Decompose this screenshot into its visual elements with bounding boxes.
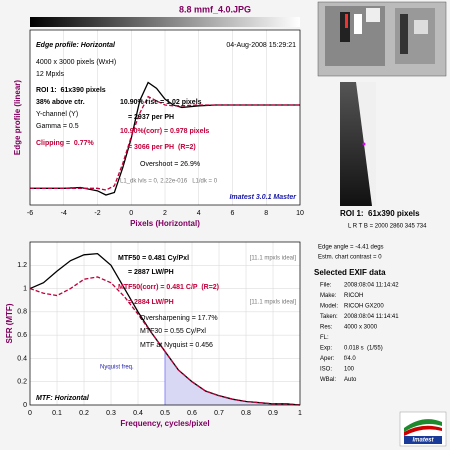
x-tick-label: 0.4 <box>133 410 143 417</box>
chart-contrast: Estm. chart contrast = 0 <box>318 255 382 261</box>
window-title: 8.8 mmf_4.0.JPG <box>179 4 251 14</box>
annotation: 38% above ctr. <box>36 99 85 106</box>
annotation: 10.90%(corr) = 0.978 pixels <box>120 128 209 135</box>
annotation: MTF30 = 0.55 Cy/Pxl <box>140 328 206 335</box>
exif-key: File: <box>320 283 332 289</box>
annotation: Overshoot = 26.9% <box>140 161 200 168</box>
x-tick-label: 6 <box>231 210 235 217</box>
x-tick-label: 0 <box>28 410 32 417</box>
x-tick-label: 0.6 <box>187 410 197 417</box>
x-tick-label: 0.2 <box>79 410 89 417</box>
annotation: Clipping = 0.77% <box>36 140 95 147</box>
series-line <box>29 276 301 406</box>
plot-frame <box>29 241 301 406</box>
x-tick-label: 8 <box>264 210 268 217</box>
roi-label: ROI 1: 61x390 pixels <box>340 209 420 218</box>
annotation: = 2884 LW/PH <box>128 299 174 306</box>
x-axis-label: Frequency, cycles/pixel <box>120 419 209 428</box>
y-tick-label: 0.4 <box>17 355 27 362</box>
annotation: Imatest 3.0.1 Master <box>229 194 297 201</box>
x-tick-label: 0.5 <box>160 410 170 417</box>
exif-key: Make: <box>320 293 337 299</box>
annotation: Oversharpening = 17.7% <box>140 315 218 322</box>
y-tick-label: 0 <box>23 402 27 409</box>
x-tick-label: 1 <box>298 410 302 417</box>
plot-frame <box>29 29 301 206</box>
annotation: 4000 x 3000 pixels (WxH) <box>36 59 116 66</box>
exif-value: RICOH <box>344 293 363 299</box>
x-tick-label: 0.9 <box>268 410 278 417</box>
edge-profile-chart: -6 -4 -2 0 2 4 6 8 10 Edge profile: Horizontal 04-… <box>13 29 304 228</box>
x-tick-label: 0.8 <box>241 410 251 417</box>
exif-key: Exp: <box>320 346 332 352</box>
annotation: MTF: Horizontal <box>36 395 90 402</box>
exif-title: Selected EXIF data <box>314 268 386 277</box>
x-tick-label: 4 <box>197 210 201 217</box>
exif-key: Model: <box>320 304 338 310</box>
exif-value: 100 <box>344 367 355 373</box>
exif-value: Auto <box>344 377 357 383</box>
annotation: MTF at Nyquist = 0.456 <box>140 342 213 349</box>
x-tick-label: 10 <box>296 210 304 217</box>
y-tick-label: 0.6 <box>17 332 27 339</box>
annotation: ROI 1: 61x390 pixels <box>36 87 106 94</box>
annotation: 12 Mpxls <box>36 71 65 78</box>
annotation: Y-channel (Y) <box>36 111 78 118</box>
exif-key: FL: <box>320 335 329 341</box>
annotation: Edge profile: Horizontal <box>36 42 116 49</box>
y-tick-label: 0.2 <box>17 379 27 386</box>
exif-key: Res: <box>320 325 333 331</box>
annotation: 04-Aug-2008 15:29:21 <box>226 42 296 49</box>
x-tick-label: 0 <box>129 210 133 217</box>
annotation: Nyquist freq. <box>100 365 134 371</box>
x-axis-label: Pixels (Horizontal) <box>130 219 200 228</box>
y-tick-label: 1 <box>23 285 27 292</box>
annotation: [11.1 mpxls ideal] <box>250 256 297 262</box>
exif-key: Taken: <box>320 314 338 320</box>
x-tick-label: 0.7 <box>214 410 224 417</box>
exif-key: WBal: <box>320 377 336 383</box>
annotation: [11.1 mpxls ideal] <box>250 300 297 306</box>
series-line <box>30 81 300 196</box>
exif-value: 2008:08:04 11:14:42 <box>344 283 399 289</box>
roi-coords: L R T B = 2000 2860 345 734 <box>348 224 427 230</box>
annotation: = 3066 per PH (R=2) <box>128 144 196 151</box>
x-tick-label: 0.3 <box>106 410 116 417</box>
logo: Imatest <box>399 411 447 447</box>
gradient-bar <box>30 17 300 27</box>
annotation: L1_dk lvls = 0, 2.22e-016 L1/dk = 0 <box>120 179 218 185</box>
annotation: Gamma = 0.5 <box>36 123 79 130</box>
x-tick-label: -2 <box>94 210 100 217</box>
exif-key: Aper: <box>320 356 335 362</box>
exif-value: 2008:08:04 11:14:41 <box>344 314 399 320</box>
x-tick-label: -4 <box>61 210 67 217</box>
y-tick-label: 0.8 <box>17 309 27 316</box>
exif-value: f/4.0 <box>344 356 356 362</box>
y-axis-label: SFR (MTF) <box>5 303 14 343</box>
mtf-chart: 0 0.1 0.2 0.3 0.4 0.5 0.6 0.7 0.8 0.9 1 0 0.2 0.4 0.6 0… <box>5 241 302 428</box>
y-tick-label: 1.2 <box>17 262 27 269</box>
annotation: = 2937 per PH <box>128 114 174 121</box>
y-axis-label: Edge profile (linear) <box>13 80 22 155</box>
nyquist-shading <box>165 351 300 405</box>
annotation: MTF50(corr) = 0.481 C/P (R=2) <box>118 284 219 291</box>
annotation: 10.90% rise = 1.02 pixels <box>120 99 202 106</box>
exif-table: File: 2008:08:04 11:14:42 Make: RICOH Model:… <box>320 283 399 384</box>
exif-key: ISO: <box>320 367 332 373</box>
x-tick-label: -6 <box>27 210 33 217</box>
exif-value: RICOH GX200 <box>344 304 384 310</box>
x-tick-label: 2 <box>163 210 167 217</box>
exif-value: 0.018 s (1/55) <box>344 346 383 352</box>
logo-text: Imatest <box>412 438 434 444</box>
annotation: = 2887 LW/PH <box>128 269 174 276</box>
exif-value: 4000 x 3000 <box>344 325 378 331</box>
edge-angle: Edge angle = -4.41 degs <box>318 245 384 251</box>
annotation: MTF50 = 0.481 Cy/Pxl <box>118 255 189 262</box>
x-tick-label: 0.1 <box>52 410 62 417</box>
chart-thumbnail <box>317 1 447 77</box>
roi-strip <box>340 82 376 206</box>
